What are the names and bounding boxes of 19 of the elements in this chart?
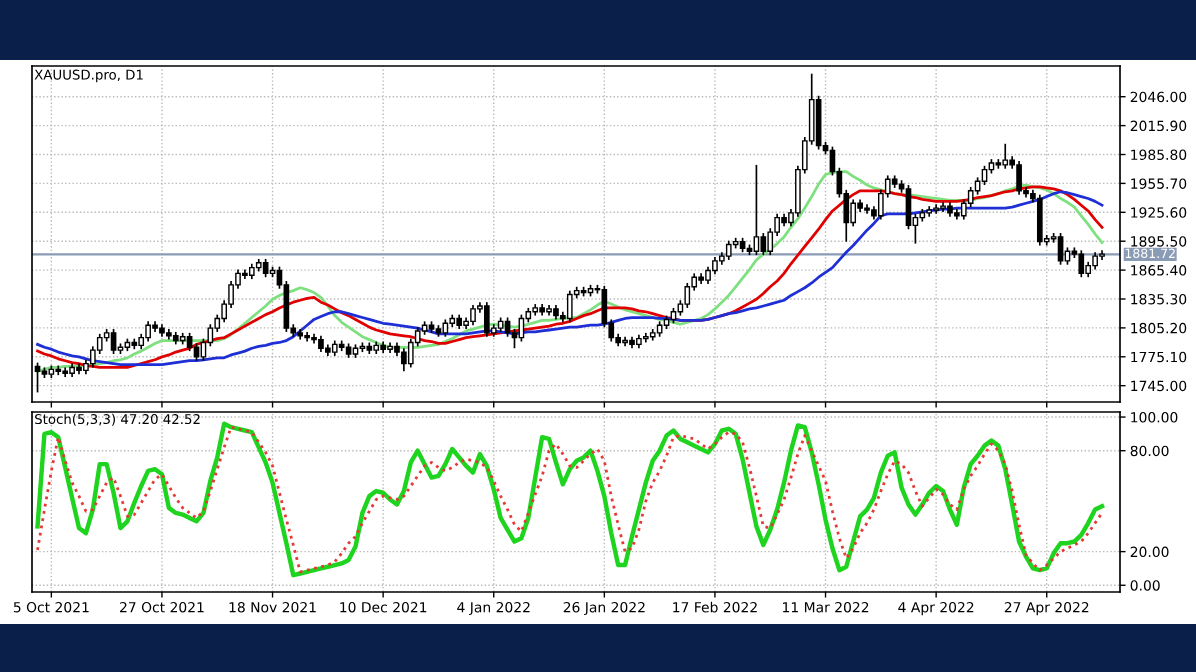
candlestick bbox=[1057, 232, 1064, 266]
candlestick bbox=[504, 316, 511, 338]
candlestick bbox=[1016, 160, 1022, 196]
candlestick bbox=[401, 347, 407, 373]
candlestick bbox=[566, 289, 573, 324]
candlestick bbox=[753, 164, 760, 256]
candlestick bbox=[186, 332, 193, 352]
candlestick bbox=[981, 165, 988, 186]
candlestick bbox=[145, 320, 151, 343]
candlestick bbox=[110, 328, 117, 355]
candlestick bbox=[470, 304, 476, 327]
candlestick bbox=[850, 198, 857, 228]
candlestick bbox=[725, 239, 732, 261]
candlestick bbox=[262, 258, 269, 279]
candlestick bbox=[1078, 249, 1085, 279]
candlestick bbox=[760, 232, 767, 256]
candlestick bbox=[483, 301, 490, 338]
candlestick bbox=[1036, 193, 1043, 247]
candlestick bbox=[1002, 142, 1009, 170]
